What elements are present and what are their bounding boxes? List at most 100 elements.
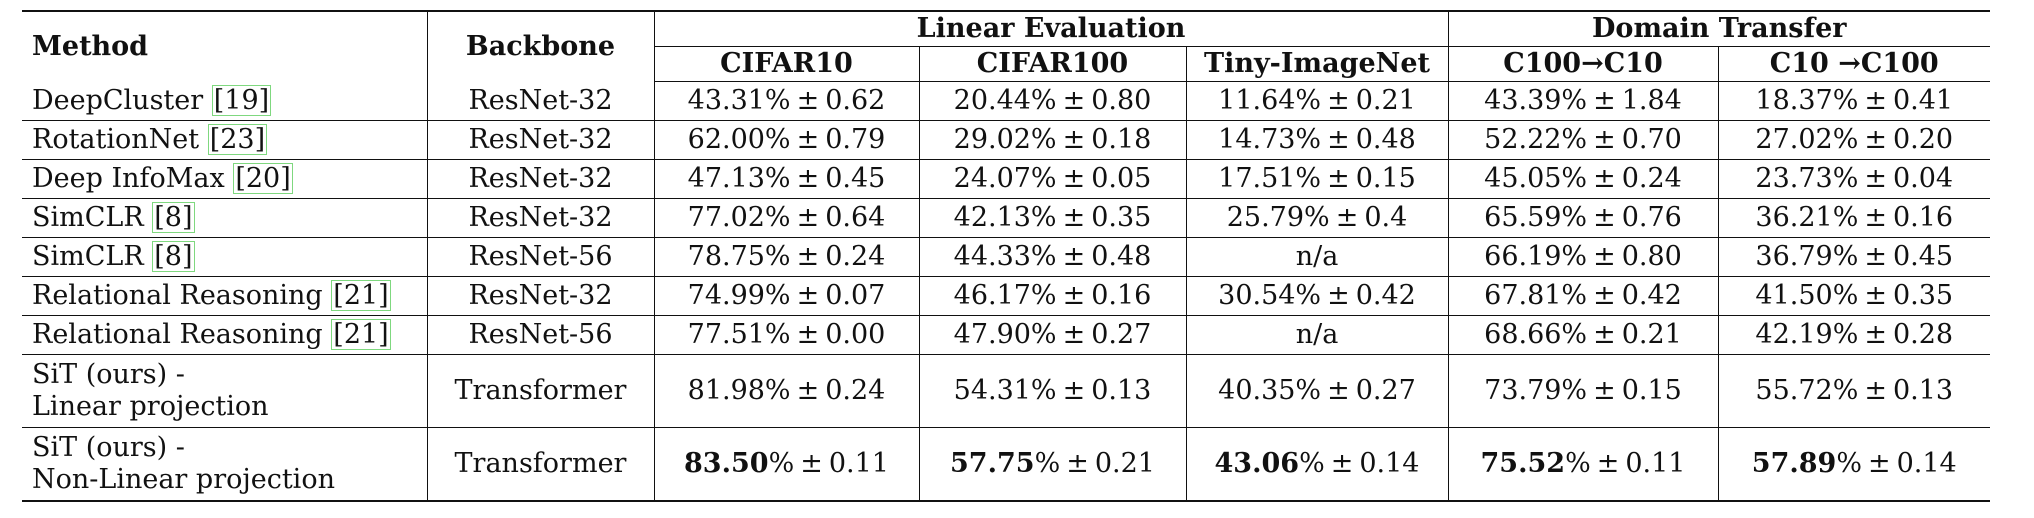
header-backbone: Backbone (427, 10, 655, 82)
metric-mean: 81.98% (687, 375, 791, 406)
metric-mean: 25.79% (1226, 202, 1330, 233)
plus-minus-sign: ± (1593, 319, 1616, 350)
plus-minus-sign: ± (1327, 163, 1350, 194)
metric-std: 0.80 (1091, 85, 1152, 116)
metric-cell: 20.44% ±0.80 (919, 81, 1187, 121)
metric-std: 0.28 (1892, 319, 1954, 350)
percent-sign: % (1565, 448, 1591, 479)
plus-minus-sign: ± (796, 124, 820, 155)
metric-mean: 45.05% (1484, 163, 1588, 194)
citation-link[interactable]: [21] (331, 280, 391, 311)
metric-cell: 43.39% ±1.84 (1448, 81, 1719, 121)
metric-std: 0.24 (825, 375, 886, 406)
plus-minus-sign: ± (1062, 85, 1086, 116)
plus-minus-sign: ± (796, 375, 820, 406)
method-cell: DeepCluster [19] (22, 81, 428, 121)
plus-minus-sign: ± (1864, 375, 1887, 406)
citation-link[interactable]: [8] (152, 241, 195, 272)
metric-mean: 44.33% (953, 241, 1057, 272)
metric-cell: 73.79% ±0.15 (1448, 354, 1719, 428)
plus-minus-sign: ± (796, 280, 820, 311)
metric-cell: 45.05% ±0.24 (1448, 159, 1719, 199)
metric-cell: 42.19% ±0.28 (1718, 315, 1991, 355)
metric-mean: 23.73% (1755, 163, 1859, 194)
plus-minus-sign: ± (1867, 448, 1891, 479)
metric-cell: 36.21% ±0.16 (1718, 198, 1991, 238)
plus-minus-sign: ± (1596, 448, 1620, 479)
method-cell: RotationNet [23] (22, 120, 428, 160)
percent-sign: % (768, 448, 795, 479)
metric-cell: 46.17% ±0.16 (919, 276, 1187, 316)
header-col-cifar10: CIFAR10 (654, 46, 920, 82)
citation-link[interactable]: [20] (233, 163, 293, 194)
method-name: SiT (ours) - (32, 432, 185, 463)
method-name: SimCLR (32, 241, 144, 272)
metric-std: 0.45 (825, 163, 886, 194)
metric-cell: 75.52% ±0.11 (1448, 427, 1719, 502)
metric-std: 0.16 (1892, 202, 1954, 233)
metric-std: 0.48 (1355, 124, 1416, 155)
metric-std: 0.13 (1091, 375, 1152, 406)
metric-cell: 18.37% ±0.41 (1718, 81, 1991, 121)
citation-link[interactable]: [8] (152, 202, 195, 233)
plus-minus-sign: ± (1062, 280, 1086, 311)
metric-mean: 83.50 (684, 448, 769, 479)
table-row: SiT (ours) - Non-Linear projection Transfo… (22, 427, 1991, 502)
metric-cell: 81.98% ±0.24 (654, 354, 920, 428)
metric-mean: 24.07% (953, 163, 1057, 194)
table-row: Deep InfoMax [20] ResNet-32 47.13% ±0.45 24.… (22, 159, 1991, 199)
percent-sign: % (1836, 448, 1862, 479)
plus-minus-sign: ± (796, 319, 820, 350)
method-cell: SimCLR [8] (22, 198, 428, 238)
citation-link[interactable]: [23] (207, 124, 268, 155)
plus-minus-sign: ± (1593, 241, 1616, 272)
backbone-cell: ResNet-32 (427, 276, 655, 316)
metric-mean: 20.44% (953, 85, 1057, 116)
metric-std: 0.21 (1355, 85, 1416, 116)
method-name-line2: Linear projection (32, 391, 269, 422)
results-body: DeepCluster [19] ResNet-32 43.31% ±0.62 20.4… (22, 81, 1991, 502)
results-table: Method Backbone Linear Evaluation Domain… (22, 10, 1991, 502)
metric-cell: 77.02% ±0.64 (654, 198, 920, 238)
method-cell: Relational Reasoning [21] (22, 315, 428, 355)
citation-link[interactable]: [19] (211, 84, 272, 116)
plus-minus-sign: ± (1062, 202, 1086, 233)
metric-std: 0.76 (1621, 202, 1682, 233)
citation-link[interactable]: [21] (331, 319, 391, 350)
plus-minus-sign: ± (1062, 375, 1086, 406)
table-row: SimCLR [8] ResNet-56 78.75% ±0.24 44.33% ±0.4… (22, 237, 1991, 277)
metric-mean: 55.72% (1755, 375, 1859, 406)
metric-cell: 57.89% ±0.14 (1718, 427, 1991, 502)
metric-std: 0.42 (1621, 280, 1682, 311)
metric-std: 0.07 (825, 280, 886, 311)
plus-minus-sign: ± (796, 241, 820, 272)
metric-mean: n/a (1295, 319, 1339, 350)
method-name: SiT (ours) - (32, 359, 185, 390)
metric-std: 0.70 (1621, 124, 1682, 155)
metric-std: 1.84 (1621, 85, 1682, 116)
metric-std: 0.42 (1355, 280, 1416, 311)
table-row: SiT (ours) - Linear projection Transformer… (22, 354, 1991, 428)
plus-minus-sign: ± (796, 85, 820, 116)
metric-mean: 30.54% (1218, 280, 1322, 311)
metric-cell: 27.02% ±0.20 (1718, 120, 1991, 160)
plus-minus-sign: ± (796, 163, 820, 194)
metric-cell: 66.19% ±0.80 (1448, 237, 1719, 277)
backbone-cell: ResNet-32 (427, 159, 655, 199)
metric-cell: 40.35% ±0.27 (1186, 354, 1449, 428)
table-row: RotationNet [23] ResNet-32 62.00% ±0.79 29.0… (22, 120, 1991, 160)
header-col-tiny-imagenet: Tiny-ImageNet (1186, 46, 1449, 82)
metric-std: 0.24 (1621, 163, 1682, 194)
metric-cell: 57.75% ±0.21 (919, 427, 1187, 502)
metric-cell: 41.50% ±0.35 (1718, 276, 1991, 316)
metric-cell: 65.59% ±0.76 (1448, 198, 1719, 238)
plus-minus-sign: ± (1062, 241, 1086, 272)
metric-cell: 43.06% ±0.14 (1186, 427, 1449, 502)
metric-mean: 77.02% (687, 202, 791, 233)
plus-minus-sign: ± (1864, 202, 1887, 233)
metric-mean: 62.00% (687, 124, 791, 155)
metric-cell: 23.73% ±0.04 (1718, 159, 1991, 199)
table-row: DeepCluster [19] ResNet-32 43.31% ±0.62 20.4… (22, 81, 1991, 121)
metric-std: 0.4 (1364, 202, 1408, 233)
metric-std: 0.20 (1892, 124, 1954, 155)
